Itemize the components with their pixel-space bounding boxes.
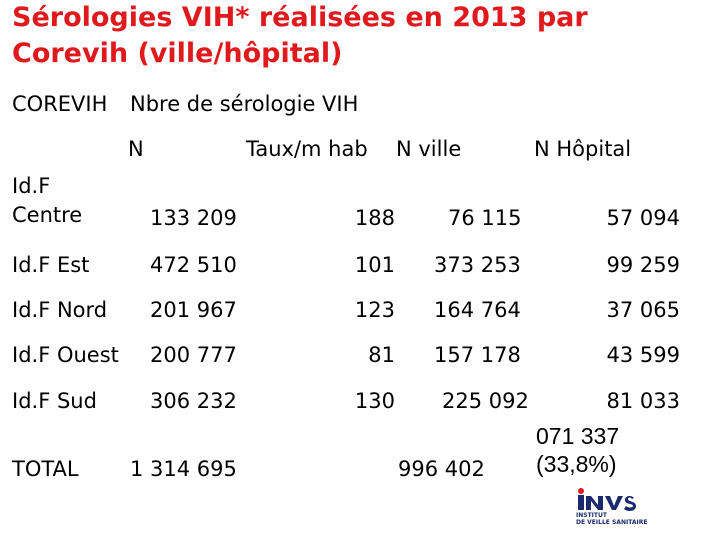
cell-n-est: 472 510 xyxy=(150,253,237,277)
cell-hopital-est: 99 259 xyxy=(606,253,680,277)
cell-n-centre: 133 209 xyxy=(150,206,237,230)
cell-taux-sud: 130 xyxy=(354,389,395,413)
column-header-n: N xyxy=(128,137,144,161)
cell-taux-est: 101 xyxy=(354,253,395,277)
invs-logo-mark xyxy=(578,488,636,511)
column-header-n-hopital: N Hôpital xyxy=(534,137,632,161)
row-label-nord: Id.F Nord xyxy=(12,298,108,322)
cell-ville-ouest: 157 178 xyxy=(434,343,521,367)
row-label-ouest: Id.F Ouest xyxy=(12,343,119,367)
cell-n-total: 1 314 695 xyxy=(130,457,237,481)
invs-logo: INSTITUT DE VEILLE SANITAIRE xyxy=(572,486,662,532)
subheading-nbre-serologie: Nbre de sérologie VIH xyxy=(130,92,359,116)
cell-taux-ouest: 81 xyxy=(368,343,395,367)
cell-taux-nord: 123 xyxy=(354,298,395,322)
cell-hopital-total: 071 337 (33,8%) xyxy=(536,423,620,477)
row-label-est: Id.F Est xyxy=(12,253,90,277)
cell-ville-total: 996 402 xyxy=(398,457,485,481)
cell-hopital-ouest: 43 599 xyxy=(606,343,680,367)
cell-hopital-centre: 57 094 xyxy=(606,206,680,230)
cell-hopital-sud: 81 033 xyxy=(606,389,680,413)
cell-hopital-nord: 37 065 xyxy=(606,298,680,322)
column-header-taux: Taux/m hab xyxy=(246,137,368,161)
row-label-total: TOTAL xyxy=(12,457,79,481)
row-label-centre: Id.F Centre xyxy=(12,174,83,227)
column-header-n-ville: N ville xyxy=(396,137,462,161)
invs-logo-caption: INSTITUT DE VEILLE SANITAIRE xyxy=(576,512,648,526)
row-label-sud: Id.F Sud xyxy=(12,389,97,413)
cell-ville-centre: 76 115 xyxy=(448,206,522,230)
cell-n-ouest: 200 777 xyxy=(150,343,237,367)
subheading-corevih: COREVIH xyxy=(12,92,108,116)
cell-ville-est: 373 253 xyxy=(434,253,521,277)
cell-n-sud: 306 232 xyxy=(150,389,237,413)
cell-ville-sud: 225 092 xyxy=(442,389,529,413)
cell-n-nord: 201 967 xyxy=(150,298,237,322)
slide-title: Sérologies VIH* réalisées en 2013 par Co… xyxy=(12,2,588,69)
cell-ville-nord: 164 764 xyxy=(434,298,521,322)
cell-taux-centre: 188 xyxy=(354,206,395,230)
